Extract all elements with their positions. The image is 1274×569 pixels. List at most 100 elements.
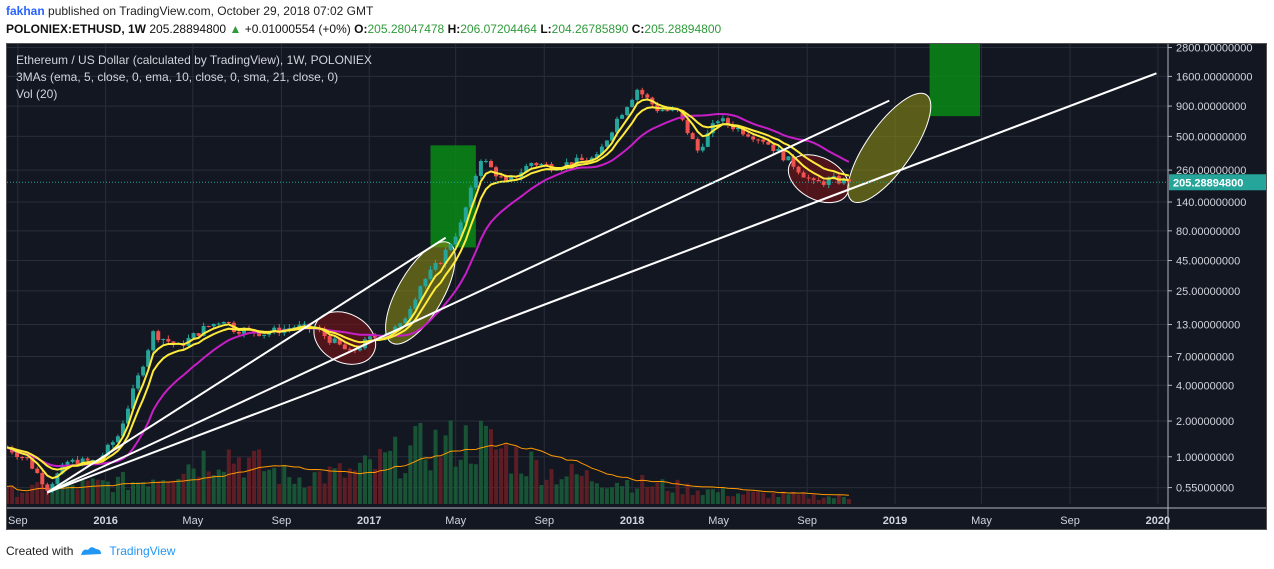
- volume-bar: [483, 425, 488, 504]
- candle-body: [35, 468, 40, 473]
- volume-bar: [373, 468, 378, 504]
- candle-body: [196, 333, 201, 336]
- candle-body: [710, 123, 715, 134]
- volume-bar: [226, 449, 231, 504]
- candle-body: [786, 156, 791, 161]
- x-tick-label: May: [182, 515, 203, 527]
- candle-body: [297, 324, 302, 328]
- y-tick-label: 900.00000000: [1176, 101, 1246, 113]
- volume-bar: [438, 457, 443, 504]
- volume-bar: [90, 478, 95, 504]
- y-tick-label: 1600.00000000: [1176, 71, 1252, 83]
- volume-bar: [640, 475, 645, 504]
- volume-bar: [201, 450, 206, 504]
- tradingview-link[interactable]: TradingView: [109, 544, 176, 558]
- candle-body: [50, 483, 55, 491]
- target-box: [929, 44, 981, 117]
- candle-body: [342, 344, 347, 350]
- last-price-line: 205.28894800: [7, 174, 1266, 191]
- volume-bar: [418, 422, 423, 504]
- volume-bar: [609, 487, 614, 504]
- candle-body: [428, 269, 433, 279]
- volume-bar: [40, 484, 45, 504]
- candle-body: [201, 325, 206, 336]
- candle-body: [45, 484, 50, 491]
- x-tick-label: Sep: [534, 515, 554, 527]
- candle-body: [332, 338, 337, 343]
- volume-bar: [322, 483, 327, 504]
- grid: [7, 44, 1168, 504]
- candle-body: [741, 127, 746, 135]
- candle-body: [826, 178, 831, 185]
- volume-bar: [650, 486, 655, 504]
- candle-body: [20, 456, 25, 458]
- candle-body: [615, 118, 620, 133]
- volume-bar: [756, 491, 761, 504]
- volume-bar: [478, 420, 483, 504]
- volume-bar: [282, 464, 287, 504]
- candle-body: [262, 334, 267, 336]
- volume-bar: [519, 473, 524, 504]
- ema10-line: [7, 106, 850, 471]
- x-tick-label: Sep: [8, 515, 28, 527]
- volume-bar: [579, 475, 584, 504]
- volume-bar: [539, 485, 544, 504]
- volume-bar: [257, 449, 262, 504]
- candle-body: [373, 336, 378, 338]
- volume-bar: [630, 492, 635, 504]
- author-link[interactable]: fakhan: [6, 4, 45, 18]
- candle-body: [746, 134, 751, 137]
- candle-body: [125, 408, 130, 424]
- price-chart[interactable]: 205.28894800 0.55000000 1.00000000 2.00000…: [7, 44, 1266, 529]
- chart-panel[interactable]: 205.28894800 0.55000000 1.00000000 2.00000…: [6, 43, 1267, 530]
- x-tick-label: 2018: [620, 515, 644, 527]
- volume-bar: [241, 477, 246, 504]
- last-price: 205.28894800: [149, 22, 227, 36]
- volume-bar: [821, 497, 826, 504]
- volume-bar: [645, 486, 650, 504]
- volume-bar: [604, 488, 609, 504]
- candle-body: [569, 162, 574, 166]
- close-label: C:: [631, 22, 645, 36]
- candle-body: [398, 323, 403, 327]
- y-tick-label: 2.00000000: [1176, 416, 1234, 428]
- candle-body: [625, 107, 630, 116]
- volume-bar: [564, 476, 569, 504]
- volume-bar: [252, 450, 257, 504]
- candle-body: [604, 140, 609, 147]
- volume-bar: [125, 489, 130, 504]
- candle-body: [75, 459, 80, 466]
- candle-body: [620, 115, 625, 119]
- y-tick-label: 140.00000000: [1176, 197, 1246, 209]
- volume-ma-line: [7, 442, 849, 496]
- volume-bar: [312, 472, 317, 504]
- volume-bar: [584, 470, 589, 504]
- price-label: 205.28894800: [1173, 177, 1243, 189]
- candle-body: [483, 160, 488, 162]
- volume-bar: [206, 471, 211, 504]
- trendline: [46, 99, 890, 494]
- volume-bar: [161, 480, 166, 504]
- candle-body: [811, 178, 816, 181]
- candle-body: [529, 163, 534, 166]
- volume-bar: [620, 486, 625, 504]
- x-tick-label: 2017: [357, 515, 381, 527]
- y-tick-label: 2800.00000000: [1176, 44, 1252, 55]
- candle-body: [55, 473, 60, 484]
- candle-body: [453, 236, 458, 245]
- volume-bar: [841, 497, 846, 504]
- volume-bar: [317, 471, 322, 504]
- volume-bar: [231, 463, 236, 504]
- volume-bar: [473, 464, 478, 504]
- volume-bar: [836, 495, 841, 504]
- volume-bar: [599, 487, 604, 504]
- volume-bar: [433, 429, 438, 504]
- volume-bar: [761, 492, 766, 504]
- x-tick-label: Sep: [1060, 515, 1080, 527]
- candle-body: [796, 166, 801, 173]
- volume-bar: [272, 467, 277, 504]
- volume-bar: [131, 482, 136, 504]
- volume-bar: [50, 490, 55, 504]
- candle-body: [211, 323, 216, 327]
- volume-bar: [60, 486, 65, 504]
